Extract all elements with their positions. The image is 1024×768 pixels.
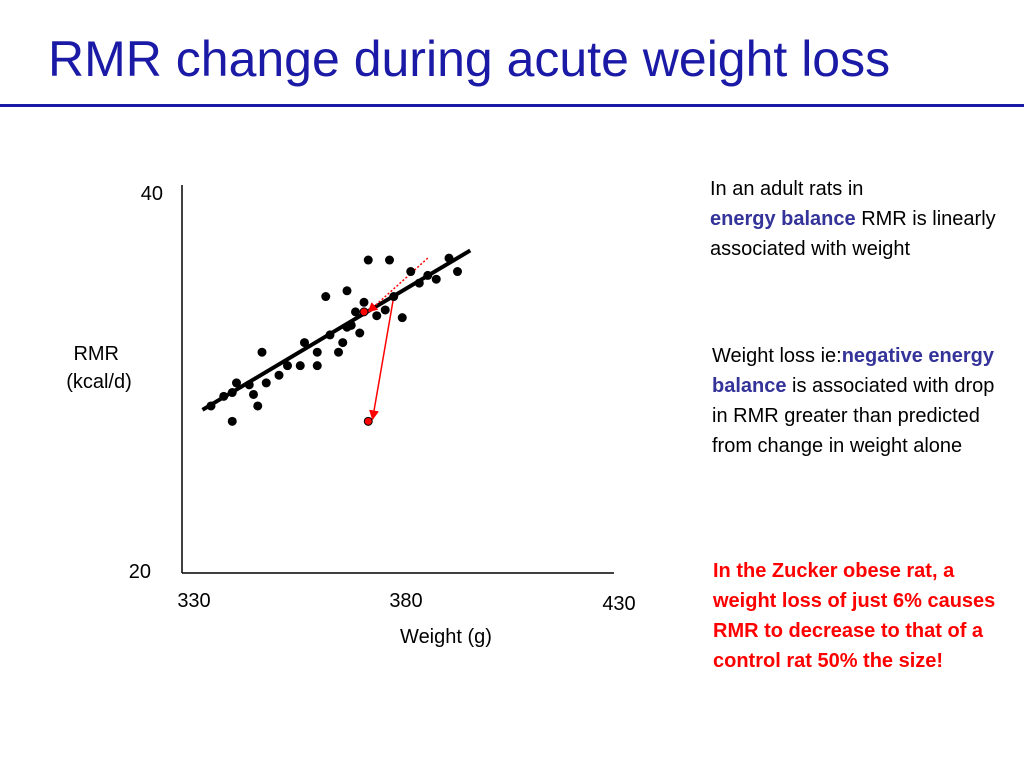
x-tick-label-left: 330: [177, 590, 210, 612]
data-point-38: [453, 267, 462, 277]
y-axis-label: RMR (kcal/d): [66, 343, 132, 393]
note-zucker-rat: In the Zucker obese rat, a weight loss o…: [713, 560, 996, 672]
data-point-5: [232, 378, 241, 388]
data-point-32: [397, 313, 407, 323]
data-point-31: [389, 292, 399, 302]
data-point-3: [227, 388, 237, 398]
data-point-2: [219, 391, 229, 401]
note-negative-energy-balance: Weight loss ie:negative energy balance i…: [712, 341, 1002, 461]
highlight-point-2: [363, 416, 373, 426]
data-point-29: [380, 305, 390, 315]
note-2-tail: is associated with drop in RMR greater t…: [712, 375, 995, 457]
x-tick-label-middle: 380: [389, 590, 422, 612]
note-2-text: Weight loss ie:: [712, 345, 842, 367]
y-axis-label-line-1: RMR: [73, 343, 119, 365]
x-tick-label-right: 430: [602, 593, 635, 615]
note-1-tail: RMR is linearly associated with weight: [710, 208, 996, 260]
x-axis-label: Weight (g): [400, 626, 492, 648]
data-point-20: [338, 338, 348, 348]
data-point-15: [312, 347, 322, 357]
data-point-27: [363, 255, 373, 265]
data-point-36: [431, 274, 441, 284]
arrows-group: [367, 257, 429, 421]
data-point-30: [385, 255, 394, 265]
data-point-25: [355, 328, 365, 338]
data-point-9: [257, 347, 267, 357]
data-point-24: [351, 307, 360, 317]
data-point-10: [261, 378, 271, 388]
data-points: [206, 253, 462, 426]
note-1-emphasis: energy balance: [710, 208, 856, 230]
y-tick-label-bottom: 20: [129, 561, 151, 583]
note-energy-balance: In an adult rats in energy balance RMR is…: [710, 174, 1000, 264]
data-point-18: [325, 330, 335, 340]
data-point-19: [334, 347, 343, 357]
data-point-34: [414, 278, 424, 288]
data-point-6: [244, 380, 254, 390]
y-axis-label-line-2: (kcal/d): [66, 371, 132, 393]
y-tick-label-top: 40: [141, 183, 163, 205]
data-point-35: [423, 270, 433, 280]
data-point-23: [346, 320, 356, 330]
data-point-12: [283, 361, 292, 371]
data-point-1: [206, 401, 216, 411]
data-point-37: [444, 253, 454, 263]
data-point-13: [295, 361, 305, 371]
data-point-11: [274, 370, 284, 380]
data-point-16: [312, 361, 322, 371]
data-point-4: [227, 416, 237, 426]
data-point-21: [342, 286, 352, 296]
highlight-point-1: [359, 307, 369, 317]
note-2-emphasis: negative energy balance: [712, 345, 994, 397]
data-point-7: [249, 389, 258, 399]
data-point-28: [372, 311, 382, 321]
data-point-26: [359, 297, 369, 307]
data-point-17: [321, 292, 331, 302]
title-rule: [0, 104, 1024, 107]
data-point-8: [253, 401, 263, 411]
arrow-2: [369, 296, 395, 421]
slide-title: RMR change during acute weight loss: [48, 31, 891, 87]
arrow-1: [367, 257, 429, 313]
data-point-14: [300, 338, 309, 348]
note-1-text: In an adult rats in: [710, 178, 864, 200]
data-point-33: [406, 267, 416, 277]
